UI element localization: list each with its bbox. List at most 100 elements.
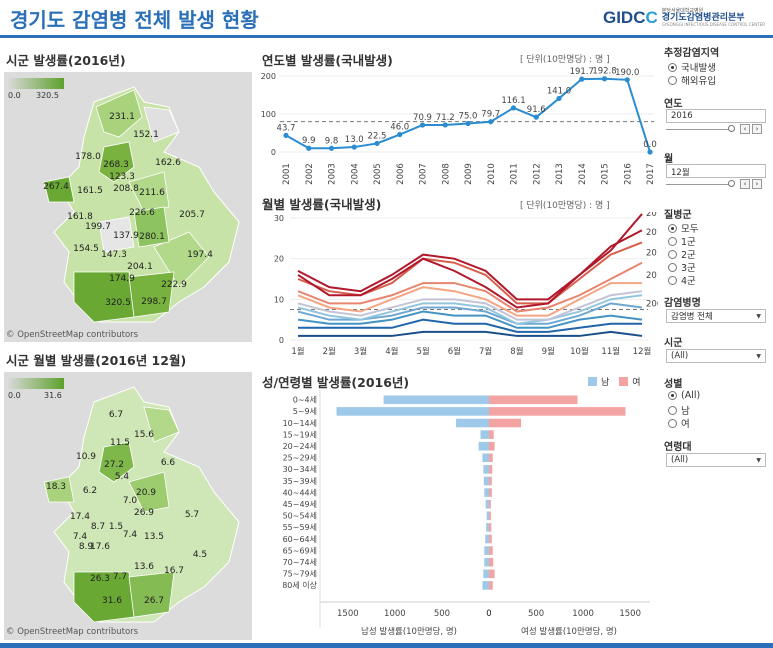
female-bar[interactable] — [489, 476, 492, 486]
yearly-point[interactable] — [465, 120, 471, 127]
year-slider-knob[interactable] — [728, 125, 735, 132]
male-bar[interactable] — [483, 569, 489, 579]
male-bar[interactable] — [484, 488, 489, 497]
female-bar[interactable] — [489, 569, 495, 579]
group-option-3[interactable]: 3군 — [668, 260, 696, 274]
region-option-overseas[interactable]: 해외유입 — [668, 73, 716, 87]
month-prev-button[interactable]: ‹ — [740, 179, 750, 189]
group-option-1[interactable]: 1군 — [668, 234, 696, 248]
x-tick-label: 1500 — [619, 609, 641, 619]
female-bar[interactable] — [489, 557, 494, 567]
monthly-series-line[interactable] — [298, 318, 642, 333]
yearly-chart[interactable]: 0 100 200 43.7 9.9 9.8 13.0 22.546.0 70.9 71.2 75.… — [258, 64, 658, 190]
male-bar[interactable] — [486, 511, 489, 521]
yearly-point[interactable] — [647, 149, 653, 155]
region-option-domestic[interactable]: 국내발생 — [668, 60, 716, 74]
female-bar[interactable] — [489, 523, 492, 532]
female-bar[interactable] — [489, 395, 578, 405]
yearly-point[interactable] — [579, 76, 585, 82]
yearly-point[interactable] — [283, 132, 289, 138]
yearly-point[interactable] — [624, 77, 630, 83]
male-bar[interactable] — [485, 534, 489, 544]
yearly-point[interactable] — [533, 114, 539, 120]
age-group-label: 75~79세 — [283, 570, 317, 579]
x-tick-label: 2004 — [350, 163, 360, 185]
age-dropdown[interactable]: (All) ▼ — [666, 453, 766, 467]
monthly-series-line[interactable] — [297, 310, 643, 329]
sex-option-male[interactable]: 남 — [668, 403, 690, 417]
map2-panel[interactable]: 0.0 31.6 6.7 15.6 11.5 10.9 27.2 6.6 5.4 18.3 6.… — [4, 372, 252, 640]
x-tick-label: 1월 — [291, 346, 304, 357]
yearly-point[interactable] — [419, 122, 426, 128]
year-input[interactable]: 2016 — [666, 109, 766, 123]
yearly-point[interactable] — [556, 95, 562, 102]
group-option-4[interactable]: 4군 — [668, 273, 696, 287]
map1-panel[interactable]: 0.0 320.5 231.1 152.1 178.0 268.3 162.6 123.3… — [4, 72, 252, 342]
x-tick-label: 2007 — [419, 163, 429, 185]
monthly-series-line[interactable] — [297, 261, 643, 313]
yearly-point[interactable] — [488, 119, 494, 125]
x-tick-label: 0 — [486, 609, 491, 619]
month-next-button[interactable]: › — [752, 179, 762, 189]
yearly-point[interactable] — [328, 145, 335, 151]
female-bar[interactable] — [489, 418, 521, 428]
female-bar[interactable] — [489, 441, 495, 451]
yearly-point[interactable] — [601, 76, 608, 82]
monthly-series-line[interactable] — [297, 294, 643, 325]
male-bar[interactable] — [478, 441, 489, 451]
male-bar[interactable] — [480, 430, 489, 439]
female-bar[interactable] — [489, 488, 492, 497]
male-bar[interactable] — [456, 418, 489, 428]
yearly-point[interactable] — [510, 105, 517, 111]
sexage-chart[interactable]: 0~4세 5~9세 10~14세 15~19세 20~24세 25~29세 30~34세 35… — [258, 390, 658, 640]
year-slider-track[interactable] — [666, 129, 730, 130]
year-filter-label: 연도 — [664, 99, 683, 110]
yearly-point[interactable] — [397, 131, 403, 138]
male-bar[interactable] — [383, 395, 489, 405]
female-bar[interactable] — [489, 453, 493, 463]
female-bar[interactable] — [489, 511, 491, 521]
male-bar[interactable] — [484, 546, 489, 555]
map-region-label: 18.3 — [45, 482, 67, 492]
month-slider-knob[interactable] — [728, 180, 735, 187]
male-bar[interactable] — [486, 523, 489, 532]
female-bar[interactable] — [489, 581, 493, 590]
sex-option-female[interactable]: 여 — [668, 416, 690, 430]
monthly-series-line[interactable] — [297, 282, 642, 317]
map1-svg[interactable] — [4, 72, 252, 342]
group-option-2[interactable]: 2군 — [668, 247, 696, 261]
year-prev-button[interactable]: ‹ — [740, 124, 750, 134]
male-bar[interactable] — [482, 581, 489, 590]
male-bar[interactable] — [485, 499, 489, 509]
male-bar[interactable] — [483, 476, 489, 486]
female-bar[interactable] — [489, 534, 492, 544]
yearly-point[interactable] — [351, 144, 357, 150]
group-option-all[interactable]: 모두 — [668, 221, 698, 235]
male-bar[interactable] — [484, 557, 489, 567]
map1-legend-min: 0.0 — [8, 91, 21, 100]
female-bar[interactable] — [489, 465, 493, 474]
female-bar[interactable] — [489, 546, 493, 555]
map-region-label: 154.5 — [73, 244, 99, 254]
female-bar[interactable] — [489, 430, 494, 439]
yearly-point[interactable] — [374, 140, 380, 147]
female-bar[interactable] — [489, 499, 491, 509]
x-tick-label: 7월 — [479, 346, 492, 357]
monthly-series-line[interactable] — [297, 213, 643, 309]
male-bar[interactable] — [483, 465, 489, 474]
male-bar[interactable] — [482, 453, 489, 463]
yearly-point[interactable] — [306, 145, 312, 151]
monthly-chart[interactable]: 0 10 20 30 2014 2015 2013 2011 2008 1월 2월 3월 4월 5월 6월 7… — [258, 212, 658, 362]
male-bar[interactable] — [336, 407, 489, 416]
yearly-point[interactable] — [442, 122, 448, 128]
female-bar[interactable] — [489, 407, 626, 416]
year-next-button[interactable]: › — [752, 124, 762, 134]
month-slider-track[interactable] — [666, 184, 730, 185]
map2-svg[interactable] — [4, 372, 252, 640]
monthly-series-line[interactable] — [297, 290, 643, 321]
monthly-series-line[interactable] — [298, 330, 643, 337]
sex-option-all[interactable]: (All) — [668, 390, 700, 401]
disease-dropdown[interactable]: 감염병 전체 ▼ — [666, 309, 766, 323]
month-input[interactable]: 12월 — [666, 164, 766, 178]
city-dropdown[interactable]: (All) ▼ — [666, 349, 766, 363]
